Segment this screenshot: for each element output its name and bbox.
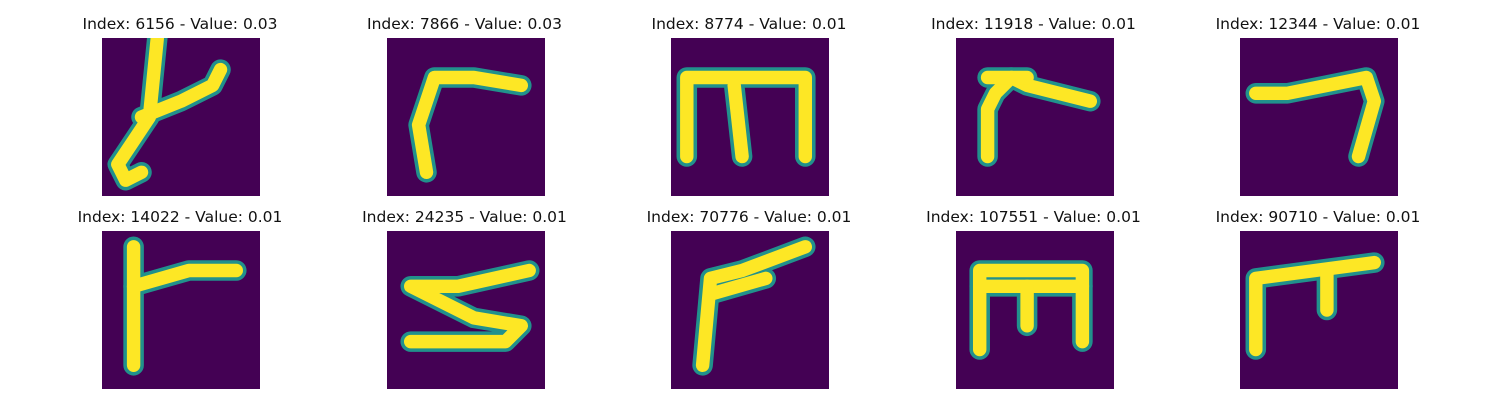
glyph-stroke bbox=[126, 263, 244, 294]
glyph-image bbox=[671, 231, 829, 389]
panel-title: Index: 12344 - Value: 0.01 bbox=[1215, 15, 1421, 33]
glyph-panel: Index: 90710 - Value: 0.01 bbox=[1168, 197, 1468, 389]
glyph-image bbox=[386, 38, 545, 196]
glyph-image bbox=[671, 38, 829, 196]
glyph-panel: Index: 70776 - Value: 0.01 bbox=[599, 197, 899, 389]
glyph-image bbox=[1240, 38, 1398, 196]
panel-title: Index: 70776 - Value: 0.01 bbox=[646, 208, 852, 226]
glyph-stroke bbox=[111, 38, 165, 187]
panel-title: Index: 107551 - Value: 0.01 bbox=[926, 208, 1141, 226]
glyph-panel: Index: 12344 - Value: 0.01 bbox=[1168, 4, 1468, 196]
glyph-stroke bbox=[411, 70, 528, 180]
glyph-panel: Index: 11918 - Value: 0.01 bbox=[884, 4, 1184, 196]
glyph-stroke bbox=[703, 271, 773, 301]
glyph-stroke bbox=[1249, 255, 1382, 357]
glyph-stroke bbox=[134, 62, 228, 124]
panel-title: Index: 8774 - Value: 0.01 bbox=[651, 15, 847, 33]
panel-title: Index: 6156 - Value: 0.03 bbox=[82, 15, 278, 33]
panel-title: Index: 24235 - Value: 0.01 bbox=[362, 208, 567, 226]
glyph-panel: Index: 107551 - Value: 0.01 bbox=[884, 197, 1184, 389]
glyph-panel: Index: 6156 - Value: 0.03 bbox=[30, 4, 330, 196]
glyph-panel: Index: 24235 - Value: 0.01 bbox=[315, 197, 615, 389]
glyph-stroke bbox=[680, 70, 813, 164]
glyph-stroke bbox=[980, 70, 1097, 164]
glyph-image bbox=[1240, 231, 1398, 389]
panel-title: Index: 90710 - Value: 0.01 bbox=[1215, 208, 1421, 226]
glyph-stroke bbox=[727, 78, 749, 164]
glyph-stroke bbox=[1249, 70, 1382, 164]
panel-title: Index: 7866 - Value: 0.03 bbox=[367, 15, 562, 33]
glyph-image bbox=[386, 231, 545, 389]
glyph-panel: Index: 14022 - Value: 0.01 bbox=[30, 197, 330, 389]
glyph-image bbox=[102, 38, 260, 196]
glyph-stroke bbox=[695, 240, 813, 373]
glyph-image bbox=[102, 231, 260, 389]
glyph-panel: Index: 8774 - Value: 0.01 bbox=[599, 4, 899, 196]
glyph-stroke bbox=[972, 263, 1089, 357]
panel-title: Index: 14022 - Value: 0.01 bbox=[77, 208, 283, 226]
panel-title: Index: 11918 - Value: 0.01 bbox=[931, 15, 1136, 33]
glyph-image bbox=[955, 38, 1114, 196]
glyph-image bbox=[955, 231, 1114, 389]
glyph-stroke bbox=[403, 263, 536, 349]
glyph-panel: Index: 7866 - Value: 0.03 bbox=[315, 4, 615, 196]
